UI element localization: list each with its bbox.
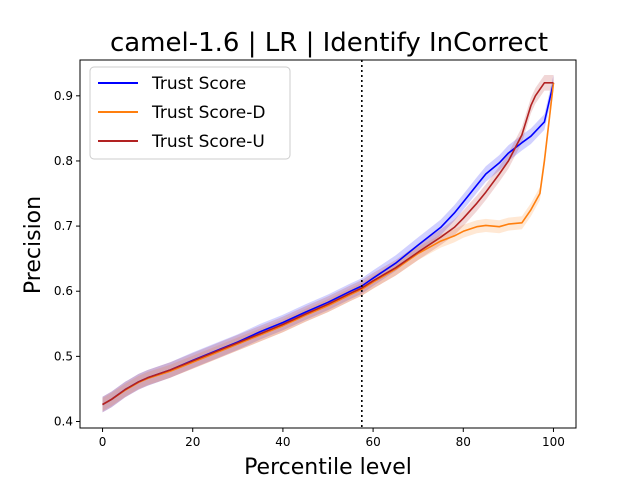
plot-area — [79, 59, 577, 429]
x-axis-label: Percentile level — [244, 455, 412, 480]
y-tick-label: 0.9 — [54, 89, 73, 103]
y-axis-label: Precision — [21, 196, 46, 294]
y-tick-label: 0.4 — [54, 414, 73, 428]
x-tick-label: 40 — [275, 435, 290, 449]
legend-box — [89, 66, 291, 160]
legend-label-trust-score-u: Trust Score-U — [151, 132, 265, 152]
x-tick-label: 20 — [185, 435, 200, 449]
legend: Trust Score Trust Score-D Trust Score-U — [89, 66, 291, 160]
y-tick-label: 0.8 — [54, 154, 73, 168]
y-tick-label: 0.6 — [54, 284, 73, 298]
x-tick-label: 60 — [365, 435, 380, 449]
chart-title: camel-1.6 | LR | Identify InCorrect — [110, 28, 548, 58]
y-tick-label: 0.7 — [54, 219, 73, 233]
legend-label-trust-score: Trust Score — [151, 74, 246, 94]
series-line-trust-score-d — [102, 82, 555, 406]
y-axis-ticks: 0.4 0.5 0.6 0.7 0.8 0.9 — [54, 89, 80, 428]
series-line-trust-score-u — [102, 82, 554, 406]
x-tick-label: 80 — [456, 435, 471, 449]
x-tick-label: 0 — [99, 435, 107, 449]
plot-frame — [79, 59, 577, 429]
x-tick-label: 100 — [542, 435, 565, 449]
y-tick-label: 0.5 — [54, 349, 73, 363]
x-axis-ticks: 0 20 40 60 80 100 — [99, 428, 565, 449]
legend-label-trust-score-d: Trust Score-D — [151, 103, 265, 123]
